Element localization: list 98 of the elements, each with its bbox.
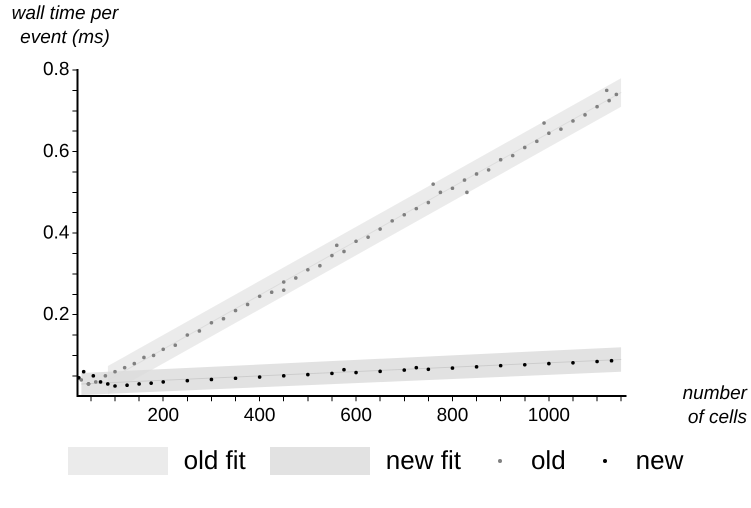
point xyxy=(595,360,599,364)
point xyxy=(462,178,466,182)
y-tick-label: 0.4 xyxy=(42,222,70,244)
point xyxy=(378,370,382,374)
y-tick-label: 0.2 xyxy=(42,304,70,325)
point xyxy=(282,288,286,292)
point xyxy=(222,316,226,321)
point xyxy=(104,374,108,378)
point xyxy=(152,354,156,358)
point xyxy=(510,154,515,158)
point xyxy=(186,333,190,337)
point xyxy=(246,302,250,306)
point xyxy=(522,363,527,367)
point xyxy=(294,276,298,280)
point xyxy=(173,343,178,348)
point xyxy=(354,370,358,374)
point xyxy=(342,368,346,372)
point xyxy=(402,212,406,217)
point xyxy=(106,382,110,386)
point xyxy=(535,140,539,144)
point xyxy=(186,378,190,383)
point xyxy=(92,374,96,378)
point xyxy=(149,381,153,385)
point xyxy=(450,366,454,370)
point xyxy=(318,264,322,268)
x-tick-label: 1000 xyxy=(528,404,570,426)
point xyxy=(614,92,618,96)
point xyxy=(82,370,86,374)
point xyxy=(414,206,418,210)
point xyxy=(486,168,490,172)
point xyxy=(330,254,334,258)
point xyxy=(282,374,286,378)
point xyxy=(571,119,575,123)
point xyxy=(595,104,599,108)
point xyxy=(604,88,609,92)
point xyxy=(426,367,430,372)
point xyxy=(498,158,502,162)
point xyxy=(438,190,442,194)
x-axis-title: number of cells xyxy=(682,382,747,430)
point xyxy=(607,98,611,102)
point xyxy=(94,380,98,384)
point xyxy=(366,235,370,239)
point xyxy=(522,146,527,150)
legend-label: old xyxy=(530,445,566,476)
point xyxy=(142,356,146,360)
point xyxy=(282,280,286,284)
point xyxy=(583,113,587,117)
point xyxy=(498,364,502,368)
point xyxy=(547,131,551,135)
point xyxy=(342,250,346,254)
point xyxy=(79,378,84,382)
x-tick-label: 600 xyxy=(340,404,372,426)
point xyxy=(113,370,117,374)
point xyxy=(334,244,339,248)
point xyxy=(306,268,310,272)
point xyxy=(542,121,546,125)
point xyxy=(258,294,262,298)
point xyxy=(125,383,129,387)
point xyxy=(414,366,418,370)
point xyxy=(547,362,551,366)
x-tick-label: 200 xyxy=(147,404,180,426)
point xyxy=(234,308,238,312)
point xyxy=(270,290,274,294)
point xyxy=(354,239,358,244)
point xyxy=(161,380,166,384)
y-tick-label: 0.8 xyxy=(42,59,70,80)
legend-label: new fit xyxy=(386,445,461,476)
point xyxy=(465,190,469,194)
y-axis-title: wall time per event (ms) xyxy=(10,2,120,50)
point xyxy=(474,365,478,369)
point xyxy=(390,219,394,223)
point xyxy=(113,384,117,388)
point xyxy=(258,375,262,379)
point xyxy=(210,378,214,382)
point xyxy=(474,172,478,176)
point xyxy=(234,376,238,380)
point xyxy=(378,227,382,231)
point xyxy=(450,186,454,190)
point xyxy=(198,329,202,333)
x-tick-label: 800 xyxy=(436,404,468,426)
point xyxy=(610,358,614,363)
point xyxy=(306,372,310,376)
legend-label: new xyxy=(636,445,684,476)
point xyxy=(137,382,141,386)
point xyxy=(132,362,136,366)
legend-label: old fit xyxy=(184,445,246,476)
point xyxy=(210,321,214,325)
point xyxy=(161,348,166,352)
point xyxy=(122,366,126,370)
point xyxy=(431,182,435,186)
point xyxy=(98,380,102,384)
point xyxy=(571,360,575,365)
y-tick-label: 0.6 xyxy=(42,140,70,162)
point xyxy=(330,372,334,376)
point xyxy=(426,200,430,204)
x-tick-label: 400 xyxy=(244,404,276,426)
point xyxy=(402,368,406,372)
point xyxy=(559,127,563,131)
